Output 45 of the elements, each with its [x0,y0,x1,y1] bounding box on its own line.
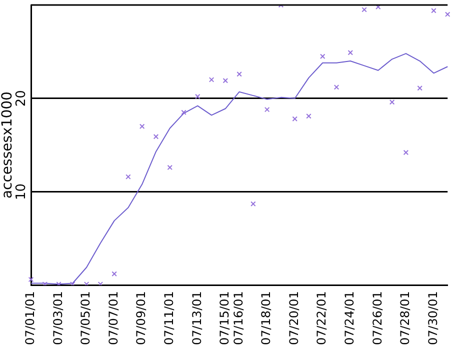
point [236,71,242,77]
point [264,106,270,112]
point [28,276,34,282]
point [112,271,117,277]
x-tick-label: 07/24/01 [342,291,357,346]
x-tick-label: 07/01/01 [23,291,38,346]
x-tick-label: 07/18/01 [259,291,274,346]
x-tick-label: 07/28/01 [398,291,412,346]
point [250,201,256,206]
x-tick-label: 07/30/01 [426,291,440,346]
x-tick-label: 07/05/01 [78,291,93,346]
point [348,50,354,56]
x-tick-label: 07/15/01 [218,291,232,346]
y-tick-label: 10 [14,183,29,200]
point [195,94,200,100]
y-tick-label: 20 [14,90,29,107]
x-tick-label: 07/07/01 [106,291,120,346]
point [181,110,186,115]
point [320,54,326,59]
point [292,116,298,122]
point [70,282,76,286]
point [222,78,228,84]
point [376,5,381,10]
point [362,7,367,12]
x-tick-label: 07/20/01 [286,291,301,346]
point [431,8,436,14]
x-tick-label: 07/11/01 [162,291,176,346]
point [334,84,340,90]
x-tick-label: 07/13/01 [190,291,204,346]
point [208,77,214,82]
point [444,12,450,17]
point [389,99,395,105]
point [153,134,159,140]
y-axis-title: accessesx1000 [0,92,16,199]
point [126,174,131,180]
point [403,150,409,156]
x-tick-label: 07/22/01 [314,291,329,346]
point [167,164,172,170]
x-tick-label: 07/16/01 [231,291,246,346]
x-tick-label: 07/26/01 [370,291,384,346]
x-tick-label: 07/03/01 [50,291,65,346]
point [417,85,422,91]
x-tick-label: 07/09/01 [134,291,148,346]
point [139,124,145,129]
point [306,113,312,119]
